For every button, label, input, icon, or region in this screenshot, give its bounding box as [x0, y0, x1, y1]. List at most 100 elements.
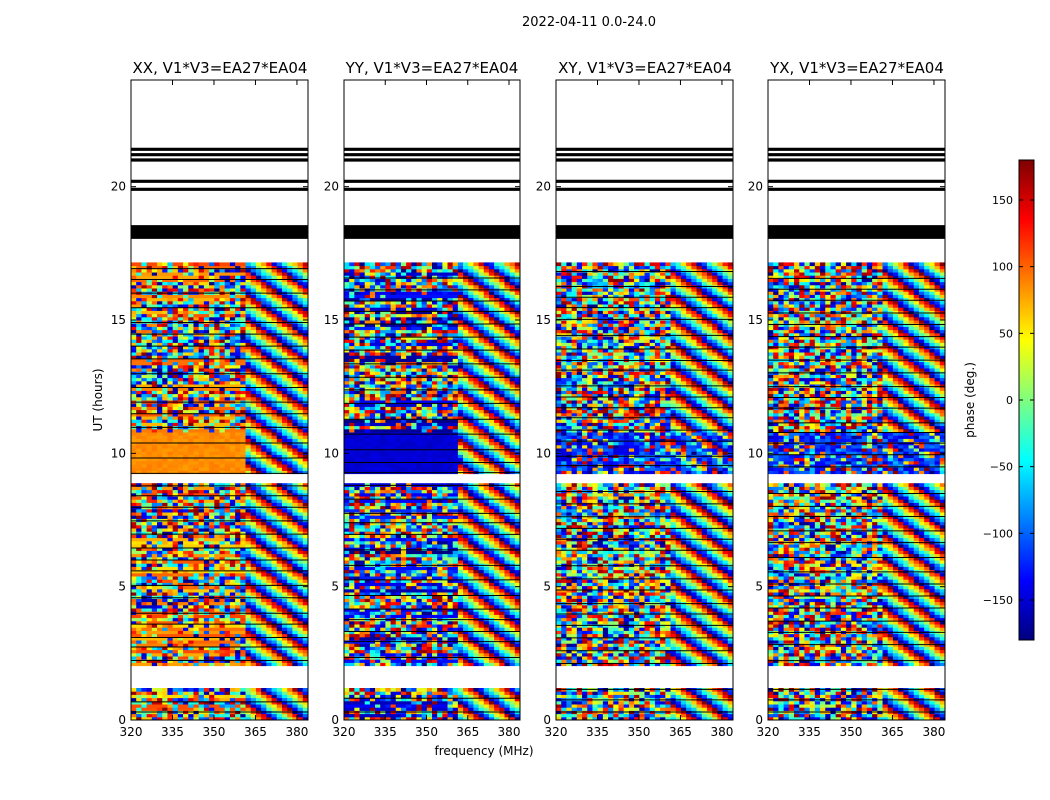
heatmap-cell: [167, 422, 174, 427]
heatmap-cell: [209, 640, 215, 644]
heatmap-cell: [193, 361, 200, 366]
heatmap-cell: [390, 659, 397, 663]
heatmap-cell: [172, 707, 179, 711]
heatmap-cell: [193, 528, 200, 532]
heatmap-cell: [214, 608, 220, 612]
heatmap-cell: [157, 640, 163, 644]
heatmap-cell: [245, 454, 252, 459]
heatmap-cell: [188, 537, 194, 542]
heatmap-cell: [281, 377, 288, 382]
heatmap-cell: [266, 547, 272, 551]
heatmap-cell: [141, 649, 148, 654]
heatmap-cell: [276, 345, 283, 350]
heatmap-cell: [229, 524, 236, 529]
heatmap-cell: [177, 342, 184, 347]
heatmap-cell: [229, 268, 236, 273]
heatmap-cell: [287, 649, 293, 654]
heatmap-cell: [141, 332, 148, 337]
heatmap-cell: [463, 662, 469, 667]
heatmap-cell: [141, 371, 148, 375]
heatmap-cell: [271, 608, 278, 612]
heatmap-cell: [172, 441, 179, 446]
heatmap-cell: [162, 460, 168, 465]
heatmap-cell: [157, 454, 163, 459]
heatmap-cell: [416, 659, 423, 663]
heatmap-cell: [478, 716, 485, 721]
heatmap-cell: [240, 361, 246, 366]
heatmap-cell: [198, 268, 205, 273]
heatmap-cell: [198, 496, 205, 500]
heatmap-cell: [172, 320, 179, 324]
heatmap-cell: [151, 614, 158, 619]
heatmap-cell: [297, 451, 304, 455]
heatmap-cell: [146, 416, 153, 420]
heatmap-cell: [266, 483, 272, 487]
heatmap-cell: [266, 416, 272, 420]
heatmap-cell: [146, 441, 153, 446]
heatmap-cell: [276, 556, 283, 561]
heatmap-cell: [354, 700, 360, 705]
heatmap-cell: [224, 403, 231, 407]
heatmap-cell: [203, 470, 210, 475]
heatmap-cell: [177, 489, 184, 494]
heatmap-cell: [141, 688, 148, 692]
heatmap-cell: [183, 688, 189, 692]
heatmap-cell: [193, 483, 200, 487]
heatmap-cell: [188, 588, 194, 593]
heatmap-cell: [146, 393, 153, 398]
heatmap-cell: [292, 643, 298, 647]
heatmap-cell: [188, 569, 194, 574]
heatmap-cell: [400, 707, 407, 711]
heatmap-cell: [297, 374, 304, 379]
heatmap-cell: [219, 323, 226, 327]
heatmap-cell: [255, 336, 262, 340]
heatmap-cell: [157, 592, 163, 596]
heatmap-cell: [375, 716, 381, 721]
heatmap-cell: [172, 377, 179, 382]
heatmap-cell: [188, 512, 194, 516]
heatmap-cell: [198, 499, 205, 503]
heatmap-cell: [261, 595, 267, 599]
heatmap-cell: [136, 576, 142, 580]
heatmap-cell: [255, 403, 262, 407]
heatmap-cell: [141, 329, 148, 334]
heatmap-cell: [219, 454, 226, 459]
heatmap-cell: [302, 643, 309, 647]
heatmap-cell: [209, 416, 215, 420]
heatmap-cell: [188, 326, 194, 331]
heatmap-cell: [297, 716, 304, 721]
heatmap-cell: [245, 288, 252, 292]
heatmap-cell: [302, 540, 309, 545]
heatmap-cell: [271, 582, 278, 587]
heatmap-cell: [494, 694, 500, 699]
heatmap-cell: [229, 329, 236, 334]
heatmap-cell: [240, 620, 246, 625]
heatmap-cell: [281, 700, 288, 705]
heatmap-cell: [266, 713, 272, 718]
heatmap-cell: [261, 368, 267, 372]
heatmap-cell: [224, 704, 231, 708]
heatmap-cell: [297, 432, 304, 436]
heatmap-cell: [255, 691, 262, 695]
heatmap-cell: [255, 640, 262, 644]
heatmap-cell: [276, 492, 283, 497]
heatmap-cell: [297, 275, 304, 279]
heatmap-cell: [131, 329, 137, 334]
heatmap-cell: [146, 345, 153, 350]
heatmap-cell: [219, 595, 226, 599]
heatmap-cell: [131, 464, 137, 468]
heatmap-cell: [245, 307, 252, 311]
heatmap-cell: [266, 560, 272, 564]
heatmap-cell: [302, 640, 309, 644]
heatmap-cell: [172, 470, 179, 475]
heatmap-cell: [141, 435, 148, 439]
heatmap-cell: [442, 700, 448, 705]
heatmap-cell: [203, 316, 210, 321]
heatmap-cell: [214, 326, 220, 331]
heatmap-cell: [151, 464, 158, 468]
heatmap-cell: [395, 659, 402, 663]
heatmap-cell: [240, 371, 246, 375]
heatmap-cell: [162, 531, 168, 535]
heatmap-cell: [183, 355, 189, 359]
heatmap-cell: [214, 636, 220, 641]
